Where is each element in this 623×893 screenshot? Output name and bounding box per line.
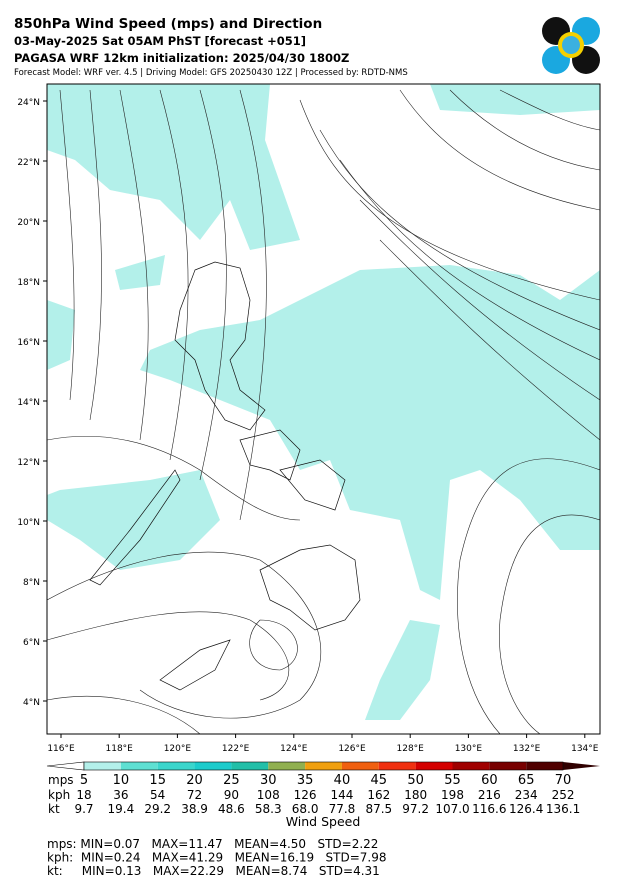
- lat-label: 18°N: [17, 278, 40, 288]
- lon-label: 130°E: [455, 744, 483, 754]
- colorbar-segment: [526, 762, 564, 770]
- colorbar-extend: [563, 762, 601, 770]
- colorbar-label: 126: [294, 788, 317, 802]
- colorbar-segment: [157, 762, 195, 770]
- colorbar-label: 5: [80, 773, 88, 788]
- colorbar-segment: [305, 762, 342, 770]
- colorbar-outline: [83, 761, 564, 771]
- lat-label: 4°N: [23, 698, 40, 708]
- lon-label: 124°E: [280, 744, 308, 754]
- colorbar-segment: [489, 762, 527, 770]
- colorbar-label: 68.0: [292, 802, 319, 816]
- subtitle: Forecast Model: WRF ver. 4.5 | Driving M…: [14, 68, 408, 78]
- lat-label: 10°N: [17, 518, 40, 528]
- colorbar-label: 58.3: [255, 802, 282, 816]
- colorbar-label: 20: [186, 773, 203, 788]
- colorbar-label: 72: [187, 788, 202, 802]
- colorbar-label: 108: [257, 788, 280, 802]
- colorbar-segment: [120, 762, 158, 770]
- colorbar-label: 50: [407, 773, 424, 788]
- lat-label: 22°N: [17, 158, 40, 168]
- colorbar-label: 136.1: [546, 802, 580, 816]
- coastline: [89, 261, 361, 691]
- subtitle: 03-May-2025 Sat 05AM PhST [forecast +051…: [14, 34, 306, 48]
- colorbar-segment: [268, 762, 306, 770]
- colorbar-title: Wind Speed: [286, 814, 361, 829]
- colorbar-label: 60: [481, 773, 498, 788]
- stats-line: kph: MIN=0.24 MAX=41.29 MEAN=16.19 STD=7…: [47, 851, 387, 865]
- colorbar-label: 45: [371, 773, 388, 788]
- lat-label: 16°N: [17, 338, 40, 348]
- colorbar-segment: [452, 762, 490, 770]
- subtitle: PAGASA WRF 12km initialization: 2025/04/…: [14, 51, 349, 65]
- streamlines: [47, 89, 600, 734]
- lon-label: 132°E: [513, 744, 541, 754]
- colorbar-label: 18: [76, 788, 91, 802]
- colorbar-extend: [46, 761, 85, 771]
- title: 850hPa Wind Speed (mps) and Direction: [14, 16, 322, 32]
- wind-shading: [47, 84, 600, 720]
- stats-line: kt: MIN=0.13 MAX=22.29 MEAN=8.74 STD=4.3…: [47, 864, 380, 878]
- colorbar-label: 97.2: [402, 802, 429, 816]
- lon-label: 134°E: [571, 744, 599, 754]
- map-frame: [46, 83, 601, 735]
- map: [47, 84, 600, 734]
- colorbar-label: 126.4: [509, 802, 543, 816]
- lon-label: 116°E: [47, 744, 75, 754]
- lat-label: 6°N: [23, 638, 40, 648]
- lat-label: 14°N: [17, 398, 40, 408]
- colorbar-segment: [341, 762, 379, 770]
- colorbar-segment: [231, 762, 269, 770]
- colorbar-label: 77.8: [329, 802, 356, 816]
- colorbar-label: 29.2: [144, 802, 171, 816]
- colorbar-label: 198: [441, 788, 464, 802]
- colorbar-label: 180: [404, 788, 427, 802]
- lat-label: 24°N: [17, 98, 40, 108]
- logo: [542, 17, 600, 74]
- lat-label: 8°N: [23, 578, 40, 588]
- colorbar: mps 5 10 15 20 25 30 35 40 45 50 55 60 65 70 kph 18 36 54 7…: [46, 761, 601, 829]
- colorbar-label: 70: [555, 773, 572, 788]
- colorbar-segment: [84, 762, 121, 770]
- colorbar-label: 10: [113, 773, 130, 788]
- lat-label: 20°N: [17, 218, 40, 228]
- stats-line: mps: MIN=0.07 MAX=11.47 MEAN=4.50 STD=2.…: [47, 837, 378, 851]
- colorbar-label: 36: [113, 788, 128, 802]
- lon-label: 120°E: [164, 744, 192, 754]
- colorbar-label: 216: [478, 788, 501, 802]
- lat-label: 12°N: [17, 458, 40, 468]
- colorbar-label: 35: [297, 773, 314, 788]
- colorbar-label: 234: [515, 788, 538, 802]
- colorbar-label: 162: [367, 788, 390, 802]
- colorbar-label: 90: [224, 788, 239, 802]
- colorbar-label: 19.4: [107, 802, 134, 816]
- colorbar-label: 38.9: [181, 802, 208, 816]
- colorbar-segment: [415, 762, 453, 770]
- colorbar-label: 87.5: [365, 802, 392, 816]
- colorbar-label: 30: [260, 773, 277, 788]
- lon-label: 128°E: [397, 744, 425, 754]
- colorbar-label: 107.0: [435, 802, 469, 816]
- colorbar-label: 116.6: [472, 802, 506, 816]
- lon-label: 118°E: [106, 744, 134, 754]
- colorbar-segment: [378, 762, 416, 770]
- colorbar-label: 25: [223, 773, 240, 788]
- colorbar-label: 54: [150, 788, 165, 802]
- colorbar-segment: [194, 762, 232, 770]
- colorbar-label: 40: [334, 773, 351, 788]
- colorbar-label: 252: [552, 788, 575, 802]
- colorbar-label: 65: [518, 773, 535, 788]
- row-label: kph: [48, 788, 70, 802]
- colorbar-label: 9.7: [74, 802, 93, 816]
- row-label: kt: [48, 802, 60, 816]
- colorbar-label: 15: [149, 773, 166, 788]
- lon-label: 122°E: [222, 744, 250, 754]
- colorbar-label: 55: [444, 773, 461, 788]
- colorbar-label: 48.6: [218, 802, 245, 816]
- colorbar-label: 144: [330, 788, 353, 802]
- row-label: mps: [48, 773, 74, 787]
- lon-label: 126°E: [338, 744, 366, 754]
